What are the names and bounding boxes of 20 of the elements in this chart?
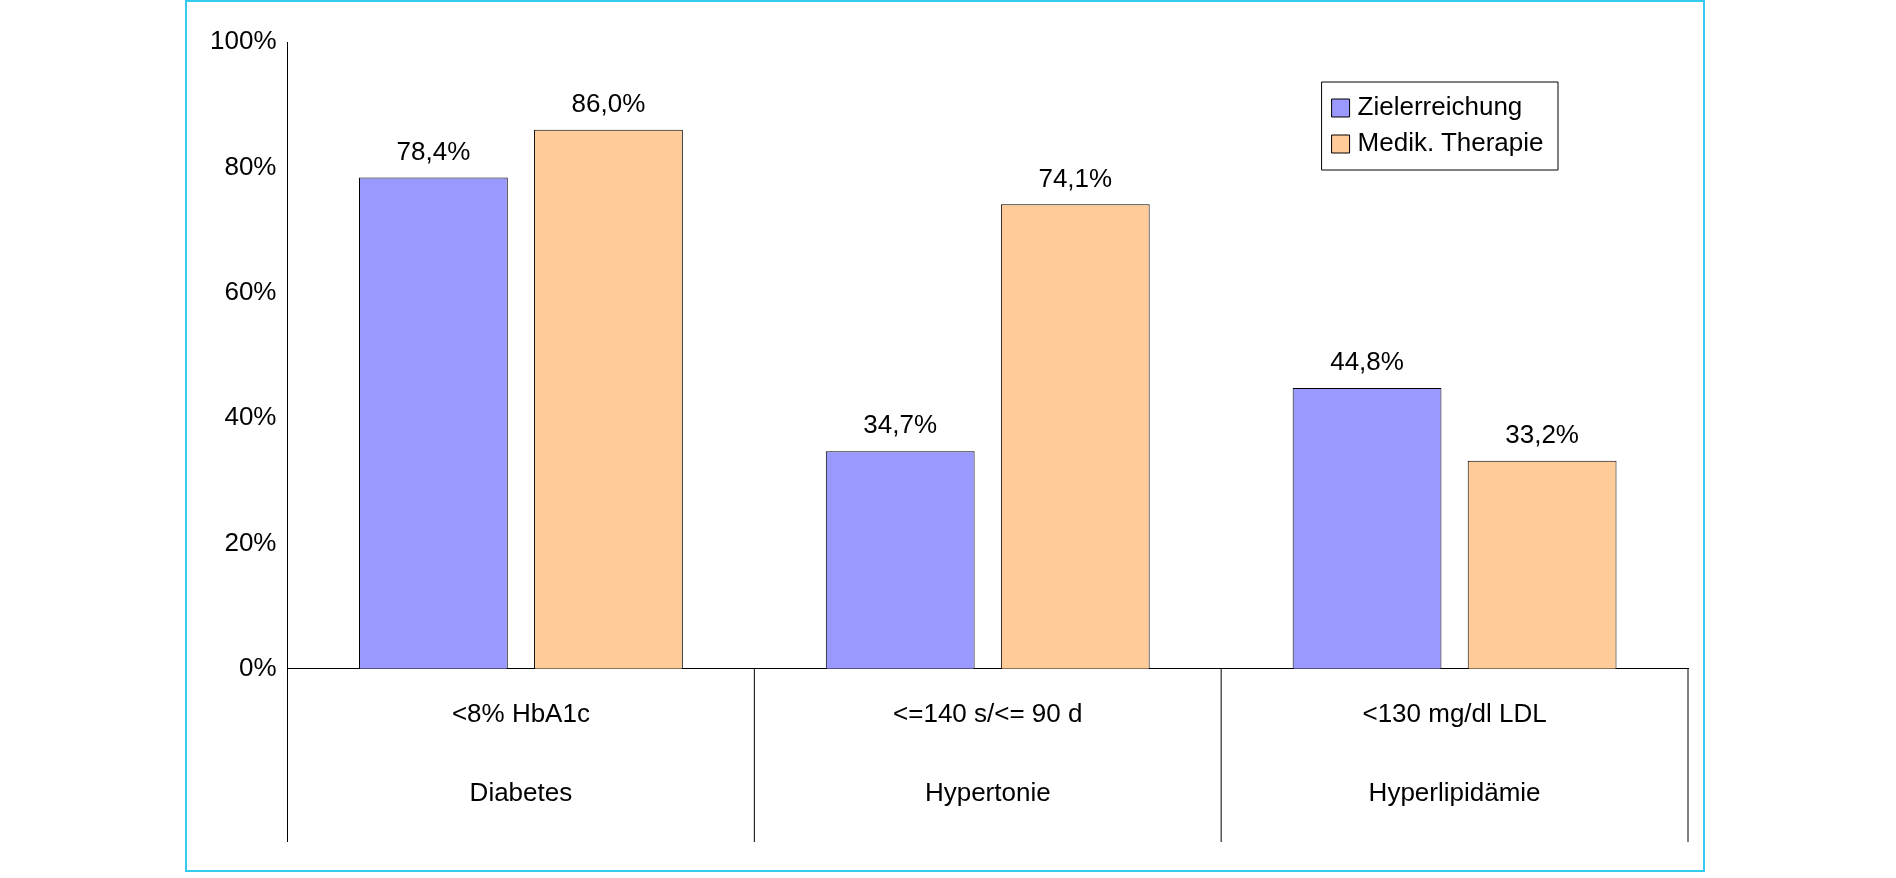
x-tick-label: <=140 s/<= 90 d [893,697,1083,728]
data-label: 44,8% [1330,346,1404,377]
data-label: 78,4% [396,135,471,166]
x-tick-label: <130 mg/dl LDL [1362,697,1547,728]
data-label: 34,7% [863,409,938,440]
y-tick-label: 60% [224,275,277,306]
legend-label: Zielerreichung [1357,91,1523,122]
legend-label: Medik. Therapie [1357,127,1544,158]
y-tick-label: 20% [224,526,277,557]
y-tick-label: 40% [224,401,277,432]
text: Hyperlipidämie [1368,776,1541,807]
x-tick-label: <8% HbA1c [451,697,590,728]
data-label: 33,2% [1505,418,1579,449]
y-tick-label: 80% [224,150,277,181]
data-label: 86,0% [571,87,646,118]
data-label: 74,1% [1038,162,1113,193]
y-tick-label: 0% [238,651,277,682]
text: Hypertonie [924,776,1051,807]
y-tick-label: 100% [210,25,277,56]
text: Diabetes [469,776,573,807]
